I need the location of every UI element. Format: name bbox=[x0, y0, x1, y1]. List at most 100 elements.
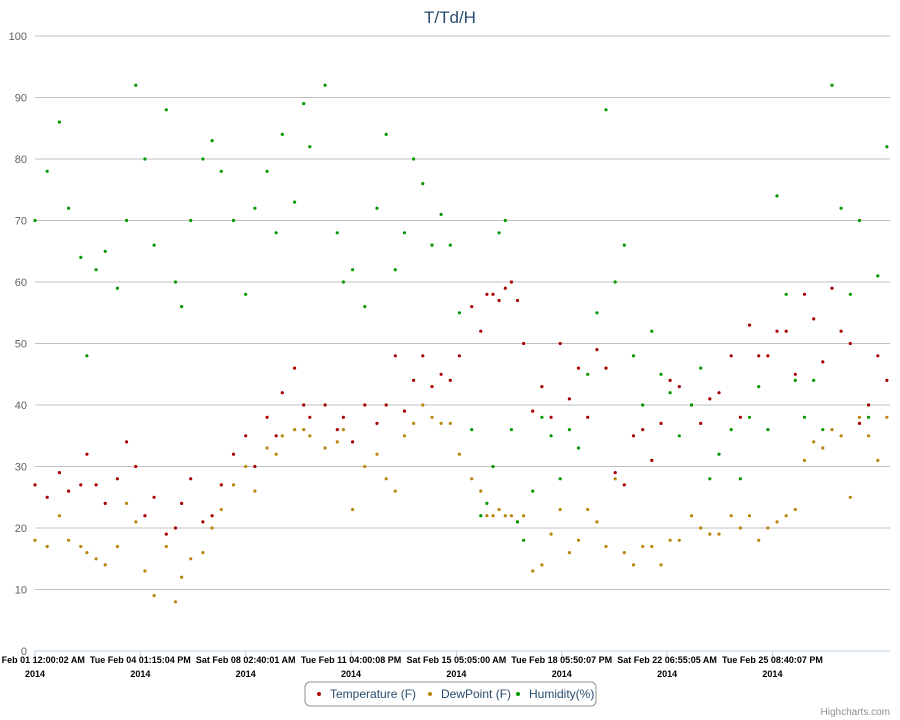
data-point[interactable] bbox=[335, 428, 339, 432]
data-point[interactable] bbox=[412, 157, 416, 161]
data-point[interactable] bbox=[509, 280, 513, 284]
data-point[interactable] bbox=[558, 477, 562, 481]
data-point[interactable] bbox=[622, 243, 626, 247]
data-point[interactable] bbox=[821, 360, 825, 364]
legend-item-temperature[interactable]: Temperature (F) bbox=[317, 687, 416, 701]
data-point[interactable] bbox=[497, 507, 501, 512]
data-point[interactable] bbox=[67, 538, 71, 542]
data-point[interactable] bbox=[522, 341, 526, 346]
data-point[interactable] bbox=[134, 464, 138, 469]
data-point[interactable] bbox=[402, 434, 407, 438]
data-point[interactable] bbox=[302, 403, 306, 407]
data-point[interactable] bbox=[613, 471, 617, 475]
data-point[interactable] bbox=[689, 403, 694, 407]
data-point[interactable] bbox=[231, 483, 236, 487]
data-point[interactable] bbox=[885, 145, 889, 149]
data-point[interactable] bbox=[857, 218, 862, 223]
data-point[interactable] bbox=[775, 329, 779, 333]
data-point[interactable] bbox=[45, 495, 49, 499]
data-point[interactable] bbox=[812, 317, 816, 321]
data-point[interactable] bbox=[180, 501, 184, 505]
data-point[interactable] bbox=[650, 544, 654, 549]
data-point[interactable] bbox=[699, 366, 703, 370]
data-point[interactable] bbox=[164, 108, 168, 112]
data-point[interactable] bbox=[784, 514, 788, 518]
data-point[interactable] bbox=[173, 280, 178, 284]
data-point[interactable] bbox=[430, 385, 434, 389]
data-point[interactable] bbox=[103, 563, 107, 567]
data-point[interactable] bbox=[558, 341, 562, 346]
data-point[interactable] bbox=[793, 378, 797, 382]
data-point[interactable] bbox=[439, 212, 443, 216]
data-point[interactable] bbox=[793, 372, 797, 376]
data-point[interactable] bbox=[94, 557, 98, 561]
data-point[interactable] bbox=[384, 477, 388, 481]
data-point[interactable] bbox=[708, 477, 712, 481]
data-point[interactable] bbox=[33, 218, 37, 223]
data-point[interactable] bbox=[180, 305, 184, 309]
data-point[interactable] bbox=[302, 428, 306, 432]
data-point[interactable] bbox=[363, 464, 367, 469]
data-point[interactable] bbox=[45, 169, 49, 173]
data-point[interactable] bbox=[747, 415, 752, 419]
data-point[interactable] bbox=[45, 544, 49, 549]
data-point[interactable] bbox=[821, 446, 825, 450]
data-point[interactable] bbox=[576, 446, 581, 450]
data-point[interactable] bbox=[244, 464, 248, 469]
data-point[interactable] bbox=[323, 403, 327, 407]
data-point[interactable] bbox=[57, 120, 62, 124]
data-point[interactable] bbox=[522, 514, 526, 518]
data-point[interactable] bbox=[375, 452, 379, 456]
data-point[interactable] bbox=[491, 292, 495, 296]
data-point[interactable] bbox=[479, 329, 483, 333]
data-point[interactable] bbox=[164, 544, 168, 549]
data-point[interactable] bbox=[351, 268, 355, 272]
data-point[interactable] bbox=[576, 366, 581, 370]
data-point[interactable] bbox=[876, 354, 880, 358]
data-point[interactable] bbox=[522, 538, 526, 542]
data-point[interactable] bbox=[164, 532, 168, 536]
data-point[interactable] bbox=[839, 329, 843, 333]
data-point[interactable] bbox=[402, 409, 407, 413]
data-point[interactable] bbox=[757, 385, 761, 389]
data-point[interactable] bbox=[439, 372, 443, 376]
data-point[interactable] bbox=[219, 169, 223, 173]
data-point[interactable] bbox=[231, 452, 236, 456]
data-point[interactable] bbox=[793, 507, 797, 512]
data-point[interactable] bbox=[729, 354, 733, 358]
data-point[interactable] bbox=[421, 182, 425, 186]
data-point[interactable] bbox=[659, 372, 663, 376]
data-point[interactable] bbox=[775, 520, 779, 524]
data-point[interactable] bbox=[125, 501, 129, 505]
data-point[interactable] bbox=[210, 514, 214, 518]
data-point[interactable] bbox=[631, 354, 636, 358]
data-point[interactable] bbox=[173, 526, 178, 530]
data-point[interactable] bbox=[384, 132, 388, 136]
data-point[interactable] bbox=[531, 489, 535, 493]
data-point[interactable] bbox=[595, 348, 599, 352]
data-point[interactable] bbox=[351, 440, 355, 444]
data-point[interactable] bbox=[448, 421, 452, 425]
data-point[interactable] bbox=[253, 464, 257, 469]
data-point[interactable] bbox=[143, 569, 147, 573]
data-point[interactable] bbox=[173, 600, 178, 604]
data-point[interactable] bbox=[323, 83, 327, 87]
data-point[interactable] bbox=[631, 563, 636, 567]
data-point[interactable] bbox=[503, 514, 507, 518]
data-point[interactable] bbox=[103, 249, 107, 253]
data-point[interactable] bbox=[430, 415, 434, 419]
data-point[interactable] bbox=[503, 218, 507, 223]
data-point[interactable] bbox=[717, 532, 721, 536]
data-point[interactable] bbox=[857, 415, 862, 419]
data-point[interactable] bbox=[244, 434, 248, 438]
data-point[interactable] bbox=[747, 514, 752, 518]
data-point[interactable] bbox=[650, 458, 654, 462]
data-point[interactable] bbox=[757, 538, 761, 542]
data-point[interactable] bbox=[485, 292, 489, 296]
data-point[interactable] bbox=[515, 520, 520, 524]
data-point[interactable] bbox=[363, 403, 367, 407]
data-point[interactable] bbox=[586, 415, 590, 419]
data-point[interactable] bbox=[448, 378, 452, 382]
data-point[interactable] bbox=[867, 415, 871, 419]
data-point[interactable] bbox=[867, 403, 871, 407]
